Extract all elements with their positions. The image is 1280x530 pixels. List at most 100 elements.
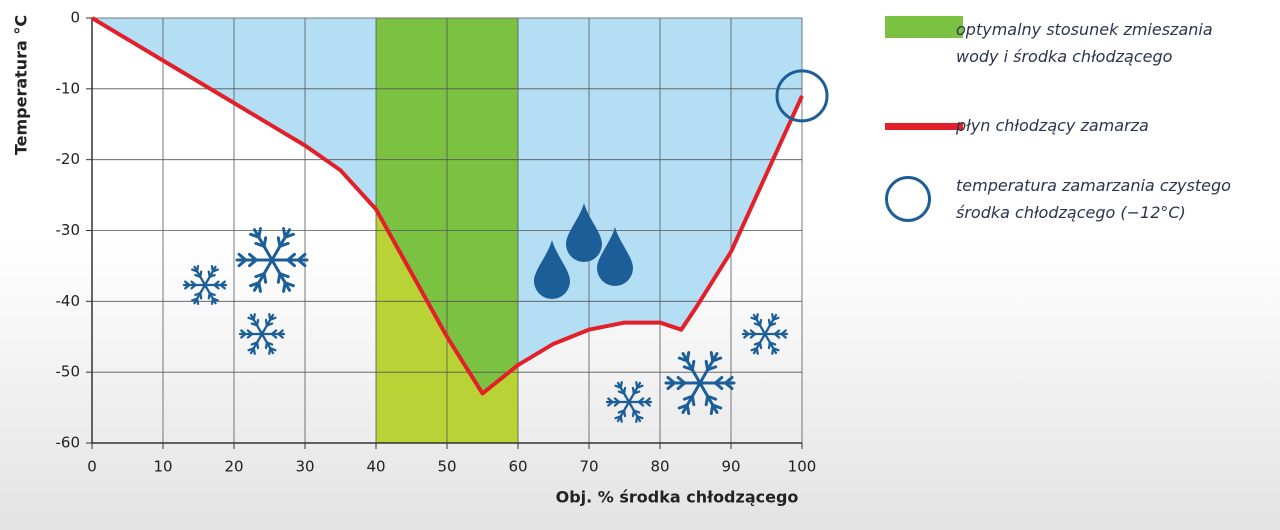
snowflake-branch xyxy=(636,415,644,420)
y-tick-label: 0 xyxy=(70,9,80,27)
snowflake-branch xyxy=(247,316,255,321)
y-tick-label: -10 xyxy=(56,79,81,97)
snowflake-branch xyxy=(282,227,287,239)
snowflake-branch xyxy=(755,347,759,355)
snowflake-branch xyxy=(262,272,268,284)
snowflake xyxy=(238,313,286,355)
x-tick-label: 100 xyxy=(788,458,817,476)
snowflake-branch xyxy=(249,232,261,239)
snowflake-branch xyxy=(677,356,689,363)
snowflake-branch xyxy=(194,273,202,278)
snowflake-branch xyxy=(635,381,639,389)
snowflake-branch xyxy=(277,329,284,336)
x-tick-label: 10 xyxy=(153,458,172,476)
snowflake-branch xyxy=(644,397,651,404)
legend-swatch xyxy=(885,123,963,130)
snowflake-branch xyxy=(250,322,259,327)
snowflake-branch xyxy=(184,283,191,290)
snowflake-branch xyxy=(780,329,787,336)
legend-swatch xyxy=(885,16,963,38)
snowflake-branch xyxy=(195,297,200,305)
drop xyxy=(566,203,602,262)
legend-label: temperatura zamarzania czystego środka c… xyxy=(956,176,1231,222)
snowflake-branch xyxy=(622,409,627,418)
snowflake-branch xyxy=(278,272,290,279)
snowflake-branch xyxy=(619,415,623,423)
y-tick-label: -50 xyxy=(56,363,81,381)
snowflake-branch xyxy=(773,329,781,336)
snowflake-branch xyxy=(246,332,254,339)
snowflake-branch xyxy=(254,241,266,248)
snowflake-branch xyxy=(270,329,278,336)
snowflake-branch xyxy=(252,347,256,355)
snowflake-branch xyxy=(753,322,762,327)
y-tick-label: -20 xyxy=(56,150,81,168)
snowflake-branch xyxy=(240,332,247,339)
y-axis-label: Temperatura °C xyxy=(12,15,31,155)
snowflake-branch xyxy=(211,297,219,302)
snowflake xyxy=(182,265,228,305)
snowflake-branch xyxy=(713,376,724,385)
legend-label: płyn chłodzący zamarza xyxy=(956,116,1149,135)
snowflake-branch xyxy=(269,347,277,352)
x-tick-label: 60 xyxy=(508,458,527,476)
snowflake-branch xyxy=(771,313,775,321)
snowflake-branch xyxy=(749,332,757,339)
snowflake-branch xyxy=(208,292,216,297)
snowflake-branch xyxy=(706,394,718,401)
snowflake-branch xyxy=(676,381,687,390)
freeze-line xyxy=(90,16,804,396)
x-tick-label: 50 xyxy=(437,458,456,476)
snowflake-branch xyxy=(711,403,723,410)
snowflake-branch xyxy=(772,347,780,352)
x-tick-label: 30 xyxy=(295,458,314,476)
y-tick-label: -30 xyxy=(56,221,81,239)
snowflake-branch xyxy=(613,400,621,407)
snowflake-branch xyxy=(264,318,269,327)
snowflake-branch xyxy=(617,390,626,395)
snowflake-branch xyxy=(666,381,676,390)
snowflake-branch xyxy=(724,376,734,385)
x-tick-label: 90 xyxy=(721,458,740,476)
snowflake-branch xyxy=(607,400,614,407)
snowflake-branch xyxy=(631,386,636,395)
snowflake xyxy=(741,313,789,355)
marker-circle xyxy=(775,69,829,123)
snowflake-branch xyxy=(750,316,758,321)
snowflake-branch xyxy=(768,341,777,346)
snowflake-branch xyxy=(276,236,282,248)
legend-swatch xyxy=(885,176,931,222)
snowflake-branch xyxy=(637,397,645,404)
snowflake-branch xyxy=(690,394,696,407)
snowflake-branch xyxy=(283,281,295,288)
y-tick-label: -40 xyxy=(56,292,81,310)
snowflake-branch xyxy=(190,283,197,290)
snowflake-branch xyxy=(199,292,203,300)
snowflake-branch xyxy=(632,409,641,414)
snowflake-branch xyxy=(237,258,248,268)
snowflake-branch xyxy=(709,351,715,363)
snowflake-branch xyxy=(685,403,691,415)
y-tick-label: -60 xyxy=(56,434,81,452)
x-axis-label: Obj. % środka chłodzącego xyxy=(556,488,799,507)
snowflake-branch xyxy=(743,332,750,339)
x-tick-label: 80 xyxy=(650,458,669,476)
snowflake xyxy=(664,351,736,415)
snowflake-branch xyxy=(213,280,220,287)
snowflake-branch xyxy=(268,313,272,321)
x-tick-label: 0 xyxy=(87,458,97,476)
legend-label: optymalny stosunek zmieszania wody i śro… xyxy=(956,20,1213,66)
x-tick-label: 70 xyxy=(579,458,598,476)
snowflake-branch xyxy=(265,341,274,346)
snowflake-branch xyxy=(191,268,199,273)
drop xyxy=(534,240,570,299)
snowflake-branch xyxy=(614,384,622,389)
drop xyxy=(597,227,633,286)
snowflake-branch xyxy=(207,270,211,278)
snowflake-branch xyxy=(286,252,296,262)
snowflake-branch xyxy=(248,258,258,268)
snowflake-branch xyxy=(219,280,226,287)
snowflake-branch xyxy=(257,281,262,293)
